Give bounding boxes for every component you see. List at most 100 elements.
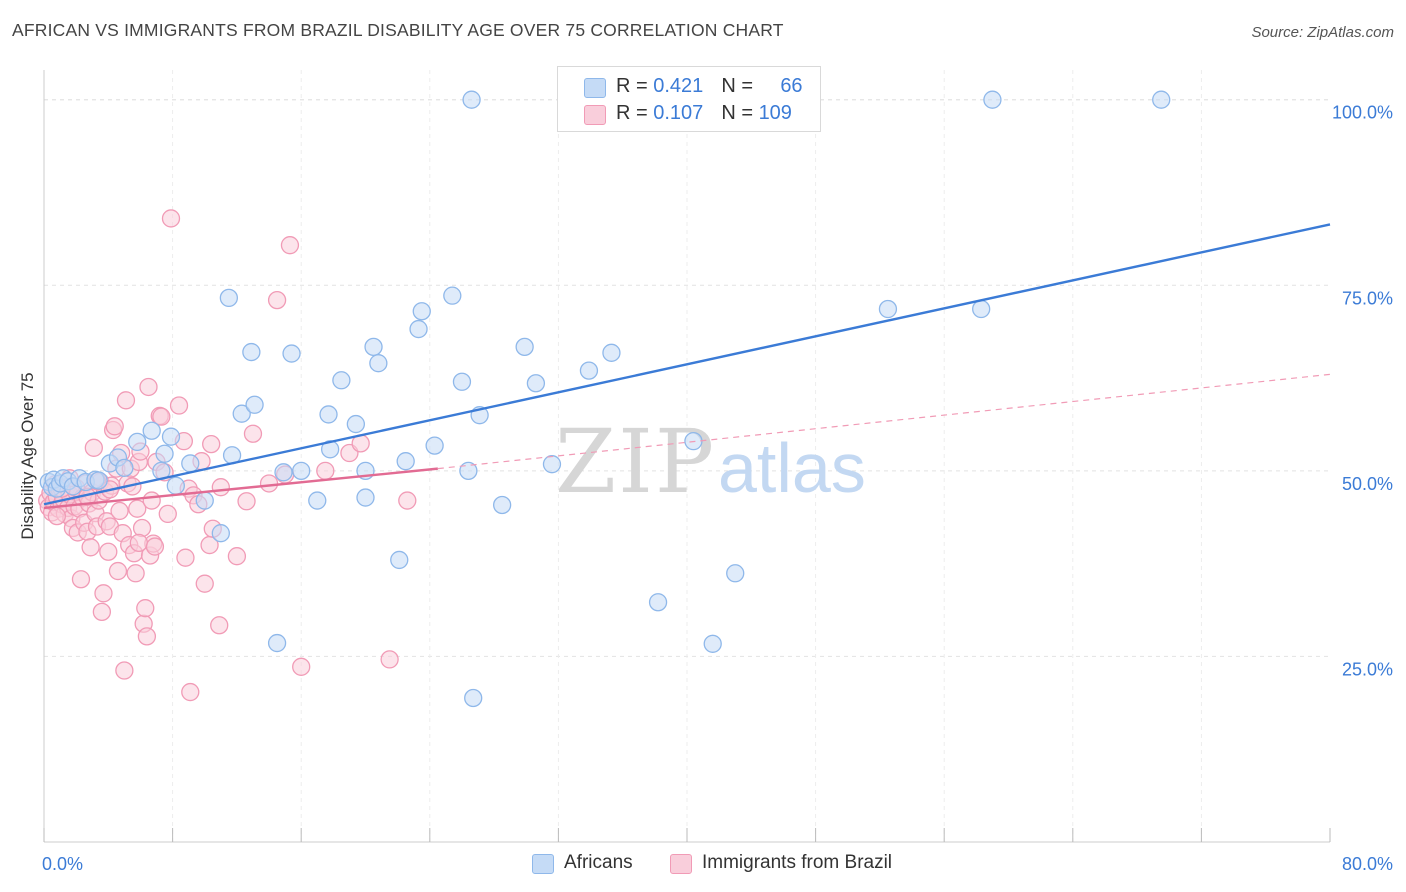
watermark-atlas: atlas: [718, 429, 866, 507]
axis-labels: 25.0% 50.0% 75.0% 100.0% 0.0% 80.0% Disability…: [18, 103, 1393, 874]
stats-text: R = 0.107 N = 109: [616, 102, 792, 124]
x-tick-label: 0.0%: [42, 854, 83, 874]
point-brazil: [380, 650, 399, 669]
point-brazil: [81, 538, 100, 557]
point-brazil: [84, 438, 103, 457]
point-brazil: [71, 570, 91, 589]
point-brazil: [136, 599, 155, 618]
point-brazil: [142, 491, 161, 510]
point-brazil: [259, 474, 279, 493]
point-brazil: [176, 548, 195, 567]
point-africans: [89, 471, 108, 490]
point-africans: [515, 337, 534, 357]
watermark-zip: ZIP: [555, 410, 716, 513]
point-brazil: [292, 657, 311, 676]
point-brazil: [115, 661, 134, 680]
point-brazil: [94, 584, 113, 603]
point-africans: [878, 299, 898, 319]
point-africans: [292, 461, 311, 480]
point-brazil: [267, 290, 287, 310]
data-points: [38, 90, 1171, 708]
legend-label: Africans: [564, 852, 633, 873]
point-africans: [443, 286, 462, 305]
point-africans: [703, 634, 722, 653]
point-brazil: [280, 236, 300, 255]
point-africans: [274, 463, 293, 482]
point-africans: [726, 564, 745, 583]
stats-legend: R = 0.421 N = 66 R = 0.107 N = 109: [557, 66, 821, 132]
point-brazil: [202, 434, 221, 454]
legend-swatch-brazil: [670, 854, 692, 874]
point-africans: [195, 491, 214, 510]
source-label: Source: ZipAtlas.com: [1251, 24, 1394, 41]
point-africans: [972, 299, 991, 319]
y-axis-label: Disability Age Over 75: [18, 372, 37, 539]
point-africans: [282, 344, 301, 363]
point-africans: [452, 372, 472, 391]
point-africans: [319, 405, 338, 424]
point-africans: [245, 395, 264, 414]
point-brazil: [126, 564, 145, 583]
point-brazil: [132, 518, 152, 538]
point-africans: [412, 302, 431, 321]
point-africans: [459, 461, 478, 480]
point-brazil: [195, 574, 214, 593]
chart-title: AFRICAN VS IMMIGRANTS FROM BRAZIL DISABI…: [12, 20, 784, 40]
point-brazil: [47, 506, 67, 526]
axes: [43, 70, 1331, 843]
point-africans: [232, 404, 251, 423]
point-brazil: [139, 377, 158, 397]
point-brazil: [99, 542, 118, 561]
point-brazil: [110, 501, 129, 521]
legend-swatch-brazil: [584, 105, 606, 125]
legend-swatch-africans: [584, 78, 606, 98]
point-brazil: [316, 461, 335, 480]
point-africans: [425, 436, 444, 455]
point-africans: [242, 342, 261, 362]
x-tick-label: 80.0%: [1342, 854, 1393, 874]
point-africans: [492, 495, 512, 515]
point-brazil: [129, 533, 148, 552]
point-africans: [128, 432, 147, 452]
point-africans: [211, 524, 230, 543]
point-africans: [155, 444, 174, 463]
point-brazil: [227, 547, 247, 566]
stats-text: R = 0.421 N = 66: [616, 75, 803, 97]
point-africans: [602, 343, 621, 362]
point-brazil: [158, 504, 177, 524]
point-africans: [579, 361, 599, 380]
point-brazil: [161, 209, 181, 228]
y-tick-label: 50.0%: [1342, 474, 1393, 494]
point-africans: [464, 688, 483, 708]
point-africans: [390, 550, 409, 570]
legend-label: Immigrants from Brazil: [702, 852, 893, 873]
y-tick-label: 75.0%: [1342, 288, 1393, 308]
point-africans: [1152, 90, 1171, 109]
point-brazil: [92, 602, 112, 622]
point-africans: [308, 491, 327, 510]
point-africans: [396, 452, 415, 471]
point-africans: [346, 414, 366, 434]
point-brazil: [128, 499, 147, 518]
point-africans: [542, 455, 562, 474]
point-africans: [219, 288, 239, 308]
point-africans: [181, 454, 200, 473]
point-brazil: [152, 407, 171, 426]
point-africans: [409, 319, 428, 339]
point-brazil: [105, 417, 124, 436]
point-africans: [648, 593, 668, 612]
watermark: ZIP atlas: [555, 410, 866, 513]
point-africans: [161, 427, 181, 446]
point-brazil: [211, 478, 230, 497]
point-africans: [364, 337, 383, 357]
point-brazil: [108, 561, 128, 581]
point-africans: [142, 421, 161, 440]
point-africans: [369, 354, 388, 373]
y-tick-label: 100.0%: [1332, 103, 1393, 123]
point-africans: [332, 371, 351, 390]
trend-line-brazil: [43, 467, 438, 510]
point-brazil: [243, 424, 263, 443]
point-africans: [462, 90, 481, 109]
point-brazil: [181, 682, 200, 702]
